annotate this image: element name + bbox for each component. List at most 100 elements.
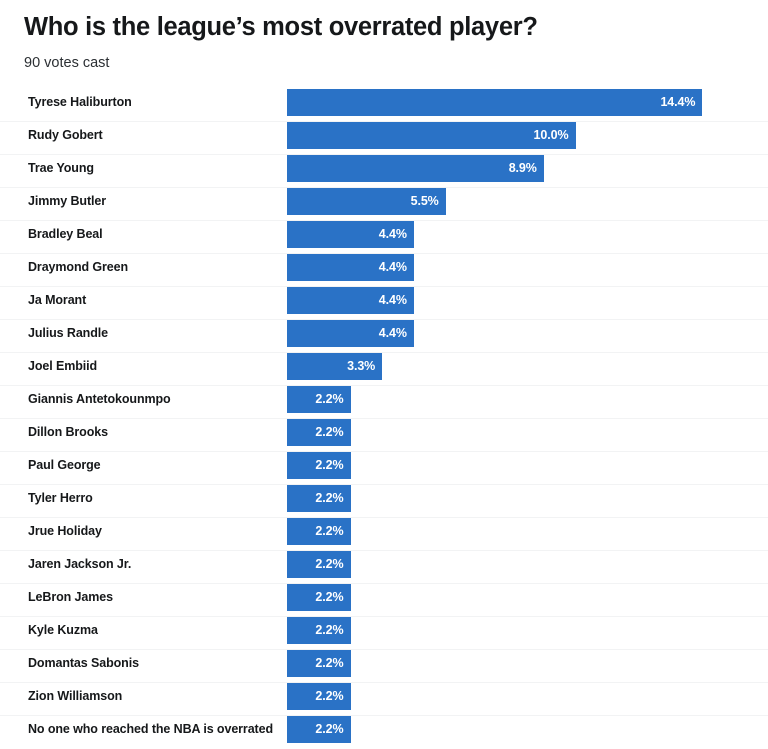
- bar-row[interactable]: Draymond Green 4.4%: [0, 254, 768, 287]
- bar: 2.2%: [287, 485, 351, 512]
- row-divider: [0, 517, 768, 518]
- row-divider: [0, 715, 768, 716]
- bar: 2.2%: [287, 584, 351, 611]
- bar-rows-container: Tyrese Haliburton 14.4% Rudy Gobert 10.0% Tr…: [0, 89, 768, 749]
- bar-track: 2.2%: [287, 485, 768, 512]
- bar-track: 10.0%: [287, 122, 768, 149]
- row-divider: [0, 583, 768, 584]
- bar-row[interactable]: Jimmy Butler 5.5%: [0, 188, 768, 221]
- bar-row[interactable]: Giannis Antetokounmpo 2.2%: [0, 386, 768, 419]
- bar-track: 2.2%: [287, 584, 768, 611]
- bar-row[interactable]: Tyrese Haliburton 14.4%: [0, 89, 768, 122]
- bar-row[interactable]: Dillon Brooks 2.2%: [0, 419, 768, 452]
- bar-row-label: Kyle Kuzma: [28, 623, 98, 637]
- bar-row[interactable]: LeBron James 2.2%: [0, 584, 768, 617]
- row-divider: [0, 253, 768, 254]
- bar-value-label: 2.2%: [315, 656, 344, 670]
- bar-value-label: 4.4%: [378, 293, 407, 307]
- bar-value-label: 10.0%: [533, 128, 569, 142]
- bar-row[interactable]: Bradley Beal 4.4%: [0, 221, 768, 254]
- bar: 2.2%: [287, 518, 351, 545]
- bar: 14.4%: [287, 89, 703, 116]
- bar-row[interactable]: Rudy Gobert 10.0%: [0, 122, 768, 155]
- bar-row-label: Tyrese Haliburton: [28, 95, 132, 109]
- bar: 2.2%: [287, 452, 351, 479]
- bar-track: 4.4%: [287, 320, 768, 347]
- bar-row-label: LeBron James: [28, 590, 113, 604]
- bar-row[interactable]: Joel Embiid 3.3%: [0, 353, 768, 386]
- bar-row[interactable]: Jaren Jackson Jr. 2.2%: [0, 551, 768, 584]
- bar-row-label: Paul George: [28, 458, 101, 472]
- row-divider: [0, 286, 768, 287]
- row-divider: [0, 352, 768, 353]
- bar: 4.4%: [287, 287, 414, 314]
- bar-track: 2.2%: [287, 716, 768, 743]
- votes-cast-subtitle: 90 votes cast: [24, 55, 110, 71]
- bar-row-label: Tyler Herro: [28, 491, 93, 505]
- bar-value-label: 2.2%: [315, 524, 344, 538]
- row-divider: [0, 418, 768, 419]
- bar-value-label: 4.4%: [378, 227, 407, 241]
- bar-row-label: Dillon Brooks: [28, 425, 108, 439]
- bar-row-label: Jaren Jackson Jr.: [28, 557, 132, 571]
- bar: 2.2%: [287, 683, 351, 710]
- bar-value-label: 2.2%: [315, 557, 344, 571]
- bar-value-label: 2.2%: [315, 722, 344, 736]
- bar-row[interactable]: Paul George 2.2%: [0, 452, 768, 485]
- page-title: Who is the league’s most overrated playe…: [24, 13, 538, 41]
- bar-track: 4.4%: [287, 287, 768, 314]
- row-divider: [0, 154, 768, 155]
- bar-row[interactable]: Kyle Kuzma 2.2%: [0, 617, 768, 650]
- bar-row[interactable]: Zion Williamson 2.2%: [0, 683, 768, 716]
- bar-track: 2.2%: [287, 551, 768, 578]
- bar-row-label: Jimmy Butler: [28, 194, 106, 208]
- bar-row[interactable]: No one who reached the NBA is overrated 2…: [0, 716, 768, 749]
- bar-row[interactable]: Jrue Holiday 2.2%: [0, 518, 768, 551]
- row-divider: [0, 649, 768, 650]
- bar-track: 2.2%: [287, 683, 768, 710]
- row-divider: [0, 484, 768, 485]
- bar-row-label: Domantas Sabonis: [28, 656, 139, 670]
- bar-value-label: 2.2%: [315, 392, 344, 406]
- bar-value-label: 14.4%: [660, 95, 696, 109]
- bar-row-label: Draymond Green: [28, 260, 129, 274]
- bar-row[interactable]: Domantas Sabonis 2.2%: [0, 650, 768, 683]
- bar-value-label: 5.5%: [410, 194, 439, 208]
- bar-row-label: Julius Randle: [28, 326, 108, 340]
- bar-value-label: 2.2%: [315, 458, 344, 472]
- bar-row-label: Giannis Antetokounmpo: [28, 392, 171, 406]
- bar-track: 5.5%: [287, 188, 768, 215]
- bar: 10.0%: [287, 122, 576, 149]
- bar: 4.4%: [287, 320, 414, 347]
- bar: 4.4%: [287, 221, 414, 248]
- bar-track: 2.2%: [287, 518, 768, 545]
- bar-track: 2.2%: [287, 386, 768, 413]
- row-divider: [0, 451, 768, 452]
- bar-row-label: Zion Williamson: [28, 689, 123, 703]
- bar: 2.2%: [287, 716, 351, 743]
- bar-value-label: 4.4%: [378, 326, 407, 340]
- row-divider: [0, 220, 768, 221]
- bar-value-label: 2.2%: [315, 590, 344, 604]
- bar-row[interactable]: Trae Young 8.9%: [0, 155, 768, 188]
- bar-row-label: Rudy Gobert: [28, 128, 103, 142]
- bar-track: 3.3%: [287, 353, 768, 380]
- bar: 5.5%: [287, 188, 446, 215]
- bar: 2.2%: [287, 617, 351, 644]
- bar-row-label: Bradley Beal: [28, 227, 103, 241]
- bar: 2.2%: [287, 551, 351, 578]
- bar: 4.4%: [287, 254, 414, 281]
- row-divider: [0, 550, 768, 551]
- bar-row[interactable]: Julius Randle 4.4%: [0, 320, 768, 353]
- bar-track: 2.2%: [287, 452, 768, 479]
- bar: 2.2%: [287, 650, 351, 677]
- bar-value-label: 2.2%: [315, 623, 344, 637]
- bar-row-label: Trae Young: [28, 161, 94, 175]
- bar-row-label: No one who reached the NBA is overrated: [28, 722, 273, 736]
- bar-track: 8.9%: [287, 155, 768, 182]
- bar-row[interactable]: Tyler Herro 2.2%: [0, 485, 768, 518]
- bar-row-label: Joel Embiid: [28, 359, 98, 373]
- bar-value-label: 2.2%: [315, 689, 344, 703]
- row-divider: [0, 616, 768, 617]
- bar-row[interactable]: Ja Morant 4.4%: [0, 287, 768, 320]
